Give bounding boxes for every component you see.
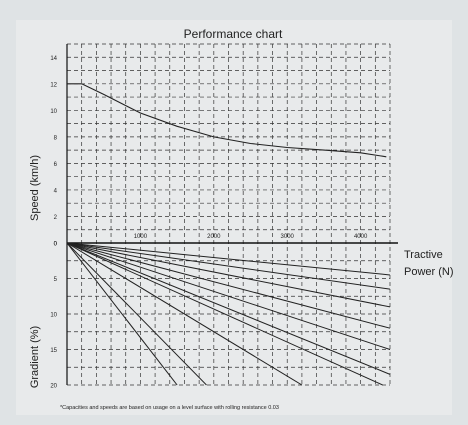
chart-title: Performance chart [184, 27, 283, 41]
gradient-line [66, 242, 391, 308]
gradient-line [66, 242, 303, 386]
x-axis-label-line1: Tractive [404, 249, 443, 261]
lower-y-tick-label: 10 [50, 313, 57, 319]
gradient-line [66, 242, 178, 386]
upper-y-tick-label: 4 [54, 188, 58, 194]
lower-y-label: Gradient (%) [29, 326, 41, 388]
upper-y-tick-label: 10 [50, 109, 57, 115]
x-tick-label: 2000 [207, 234, 221, 240]
lower-y-tick-label: 5 [54, 277, 58, 283]
upper-y-tick-label: 0 [54, 242, 58, 248]
grid [66, 43, 391, 386]
gradient-line [66, 242, 391, 290]
upper-y-tick-label: 8 [54, 135, 58, 141]
upper-y-tick-label: 14 [50, 56, 57, 62]
x-tick-label: 4000 [354, 234, 368, 240]
upper-y-label: Speed (km/h) [29, 155, 41, 221]
speed-curve [67, 83, 387, 158]
lower-y-tick-label: 20 [50, 384, 57, 390]
upper-y-tick-label: 12 [50, 82, 57, 88]
axes [66, 44, 398, 385]
gradient-line [66, 242, 383, 386]
gradient-line [66, 242, 391, 329]
lower-y-tick-label: 0 [54, 242, 58, 248]
upper-y-tick-label: 2 [54, 215, 58, 221]
x-axis-label-line2: Power (N) [404, 266, 454, 278]
gradient-line [66, 242, 391, 276]
gradient-line [66, 242, 391, 375]
x-tick-label: 1000 [134, 234, 148, 240]
gradient-line [66, 242, 207, 386]
lower-y-tick-label: 15 [50, 348, 57, 354]
series [66, 83, 391, 386]
footnote: *Capacities and speeds are based on usag… [60, 405, 279, 411]
gradient-line [66, 242, 391, 350]
upper-y-tick-label: 6 [54, 162, 58, 168]
x-tick-label: 3000 [281, 234, 295, 240]
